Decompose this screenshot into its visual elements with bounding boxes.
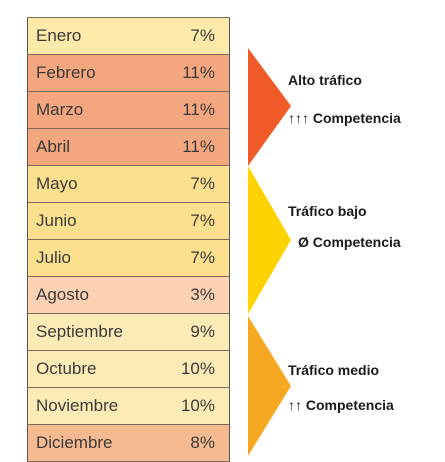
month-name: Julio	[27, 239, 159, 277]
group-title: Tráfico medio	[288, 362, 380, 378]
month-table: Enero 7% Febrero 11% Marzo 11% Abril 11% Mayo 7% J…	[27, 17, 230, 462]
month-share: 11%	[158, 128, 230, 166]
month-name: Junio	[27, 202, 159, 240]
group-subtitle: ↑↑↑ Competencia	[288, 110, 401, 126]
group-title: Alto tráfico	[288, 72, 362, 88]
month-share: 3%	[158, 276, 230, 314]
arrow-high	[248, 48, 291, 166]
month-share: 8%	[158, 424, 230, 462]
month-row: Octubre 10%	[27, 350, 230, 388]
month-row: Agosto 3%	[27, 276, 230, 314]
group-subtitle: Ø Competencia	[298, 234, 401, 250]
month-row: Diciembre 8%	[27, 424, 230, 462]
group-title: Tráfico bajo	[288, 203, 367, 219]
month-share: 10%	[158, 387, 230, 425]
month-name: Enero	[27, 17, 159, 55]
month-share: 10%	[158, 350, 230, 388]
month-row: Mayo 7%	[27, 165, 230, 203]
month-row: Julio 7%	[27, 239, 230, 277]
month-share: 11%	[158, 91, 230, 129]
month-name: Septiembre	[27, 313, 159, 351]
month-share: 7%	[158, 239, 230, 277]
arrow-low	[248, 166, 291, 314]
month-row: Junio 7%	[27, 202, 230, 240]
month-row: Noviembre 10%	[27, 387, 230, 425]
month-name: Diciembre	[27, 424, 159, 462]
month-name: Febrero	[27, 54, 159, 92]
month-share: 7%	[158, 202, 230, 240]
month-name: Octubre	[27, 350, 159, 388]
group-subtitle: ↑↑ Competencia	[288, 397, 394, 413]
month-row: Abril 11%	[27, 128, 230, 166]
month-row: Febrero 11%	[27, 54, 230, 92]
month-name: Noviembre	[27, 387, 159, 425]
month-row: Marzo 11%	[27, 91, 230, 129]
month-share: 11%	[158, 54, 230, 92]
month-row: Enero 7%	[27, 17, 230, 55]
arrow-medium	[248, 316, 291, 456]
